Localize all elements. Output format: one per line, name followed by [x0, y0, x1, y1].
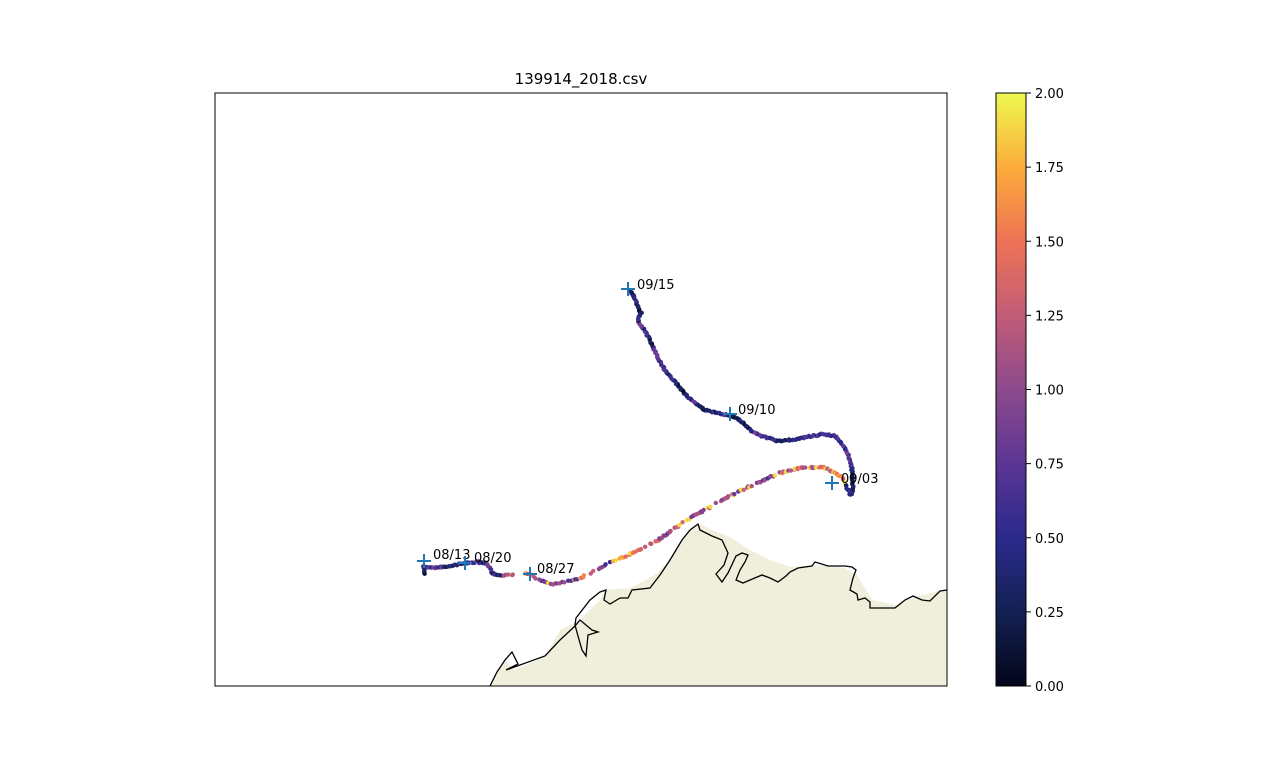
track-point: [788, 468, 794, 473]
track-point: [591, 568, 596, 574]
colorbar-tick-label: 0.00: [1035, 680, 1064, 695]
track-point: [732, 491, 737, 497]
map-area[interactable]: [215, 93, 947, 686]
track-point: [708, 504, 713, 510]
colorbar-tick-label: 1.00: [1035, 384, 1064, 399]
track-point: [803, 465, 808, 470]
track-point: [668, 528, 673, 534]
track-point: [554, 581, 559, 586]
drifter-track: [421, 288, 856, 587]
track-point: [701, 507, 706, 513]
date-marker-label: 08/20: [474, 551, 511, 566]
date-marker-label: 08/13: [433, 548, 470, 563]
track-point: [562, 580, 567, 585]
colorbar-tick-label: 1.50: [1035, 235, 1064, 250]
track-point: [649, 541, 654, 547]
track-point: [749, 483, 754, 489]
colorbar-tick-label: 0.50: [1035, 532, 1064, 547]
colorbar-gradient: [996, 93, 1026, 686]
colorbar-tick-label: 0.75: [1035, 458, 1064, 473]
map-title: 139914_2018.csv: [515, 70, 648, 89]
track-point: [510, 572, 515, 577]
colorbar-tick-label: 1.75: [1035, 161, 1064, 176]
track-point: [533, 576, 538, 581]
land-mass: [490, 524, 947, 686]
track-point: [680, 520, 685, 525]
track-point: [813, 465, 819, 470]
colorbar-tick-label: 1.25: [1035, 309, 1064, 324]
track-point: [581, 573, 586, 578]
track-point: [506, 572, 511, 577]
map-frame: [214, 92, 948, 687]
date-marker-label: 09/10: [738, 403, 775, 418]
date-marker-label: 08/27: [537, 562, 574, 577]
track-point: [772, 473, 778, 478]
track-point: [613, 558, 619, 563]
date-marker-label: 09/15: [637, 278, 674, 293]
track-point: [638, 546, 644, 552]
track-point: [713, 500, 718, 506]
track-point: [623, 554, 628, 559]
track-point: [643, 544, 648, 549]
colorbar-tick-label: 2.00: [1035, 87, 1064, 102]
colorbar: 0.00 0.25 0.50 0.75 1.00 1.25 1.50 1.75 2.00: [995, 87, 1064, 695]
track-point: [726, 494, 731, 499]
date-markers: 08/13 08/20 08/27 09/03 09/10 09/15: [417, 278, 878, 581]
colorbar-tick-label: 0.25: [1035, 606, 1064, 621]
coastline: [489, 522, 947, 686]
date-marker-label: 09/03: [841, 472, 878, 487]
track-point: [677, 522, 682, 528]
track-point: [603, 562, 608, 567]
track-point: [741, 487, 746, 492]
